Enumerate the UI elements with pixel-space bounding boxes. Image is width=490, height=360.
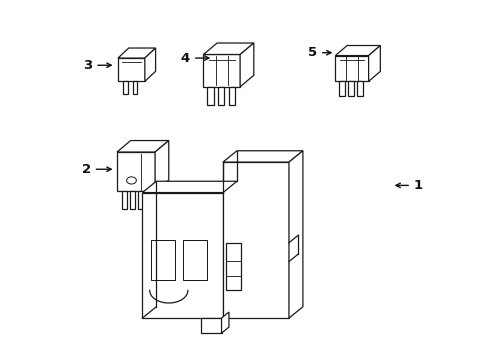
Polygon shape	[223, 151, 303, 162]
Polygon shape	[118, 58, 145, 81]
Polygon shape	[130, 192, 135, 209]
Polygon shape	[151, 240, 174, 280]
Text: 3: 3	[83, 59, 111, 72]
Polygon shape	[335, 55, 368, 81]
Polygon shape	[203, 43, 254, 54]
Polygon shape	[229, 87, 235, 104]
Polygon shape	[223, 162, 289, 318]
Polygon shape	[133, 81, 137, 94]
Polygon shape	[335, 45, 380, 55]
Polygon shape	[226, 243, 241, 291]
Polygon shape	[139, 192, 144, 209]
Polygon shape	[368, 45, 380, 81]
Polygon shape	[201, 318, 221, 333]
Polygon shape	[218, 87, 224, 104]
Polygon shape	[221, 312, 229, 333]
Text: 5: 5	[308, 46, 331, 59]
Polygon shape	[117, 140, 169, 152]
Polygon shape	[357, 81, 363, 96]
Polygon shape	[117, 152, 155, 192]
Polygon shape	[155, 140, 169, 192]
Polygon shape	[203, 54, 240, 87]
Text: 1: 1	[396, 179, 423, 192]
Polygon shape	[183, 240, 207, 280]
Polygon shape	[207, 87, 214, 104]
Polygon shape	[145, 48, 156, 81]
Polygon shape	[143, 181, 237, 193]
Polygon shape	[143, 193, 223, 318]
Polygon shape	[240, 43, 254, 87]
Polygon shape	[122, 192, 127, 209]
Polygon shape	[146, 192, 150, 209]
Polygon shape	[289, 151, 303, 318]
Text: 4: 4	[181, 51, 209, 64]
Polygon shape	[348, 81, 354, 96]
Polygon shape	[118, 48, 156, 58]
Polygon shape	[339, 81, 344, 96]
Text: 2: 2	[82, 163, 111, 176]
Polygon shape	[123, 81, 127, 94]
